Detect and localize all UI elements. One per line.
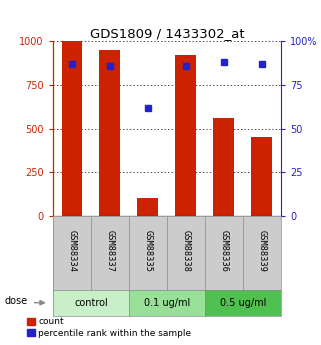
Bar [251, 137, 272, 216]
Text: GSM88335: GSM88335 [143, 230, 152, 272]
Text: 0.1 ug/ml: 0.1 ug/ml [144, 298, 190, 308]
Text: control: control [74, 298, 108, 308]
Bar [100, 50, 120, 216]
Bar [62, 41, 82, 216]
Legend: count, percentile rank within the sample: count, percentile rank within the sample [27, 317, 192, 339]
Text: GSM88337: GSM88337 [105, 230, 115, 272]
Bar [176, 55, 196, 216]
Text: GSM88336: GSM88336 [219, 230, 229, 272]
Bar [213, 118, 234, 216]
Title: GDS1809 / 1433302_at: GDS1809 / 1433302_at [90, 27, 244, 40]
Text: GSM88338: GSM88338 [181, 230, 190, 272]
Text: 0.5 ug/ml: 0.5 ug/ml [220, 298, 266, 308]
Text: GSM88334: GSM88334 [67, 230, 76, 272]
Text: dose: dose [4, 296, 27, 306]
Text: GSM88339: GSM88339 [257, 230, 266, 272]
Bar [137, 198, 158, 216]
